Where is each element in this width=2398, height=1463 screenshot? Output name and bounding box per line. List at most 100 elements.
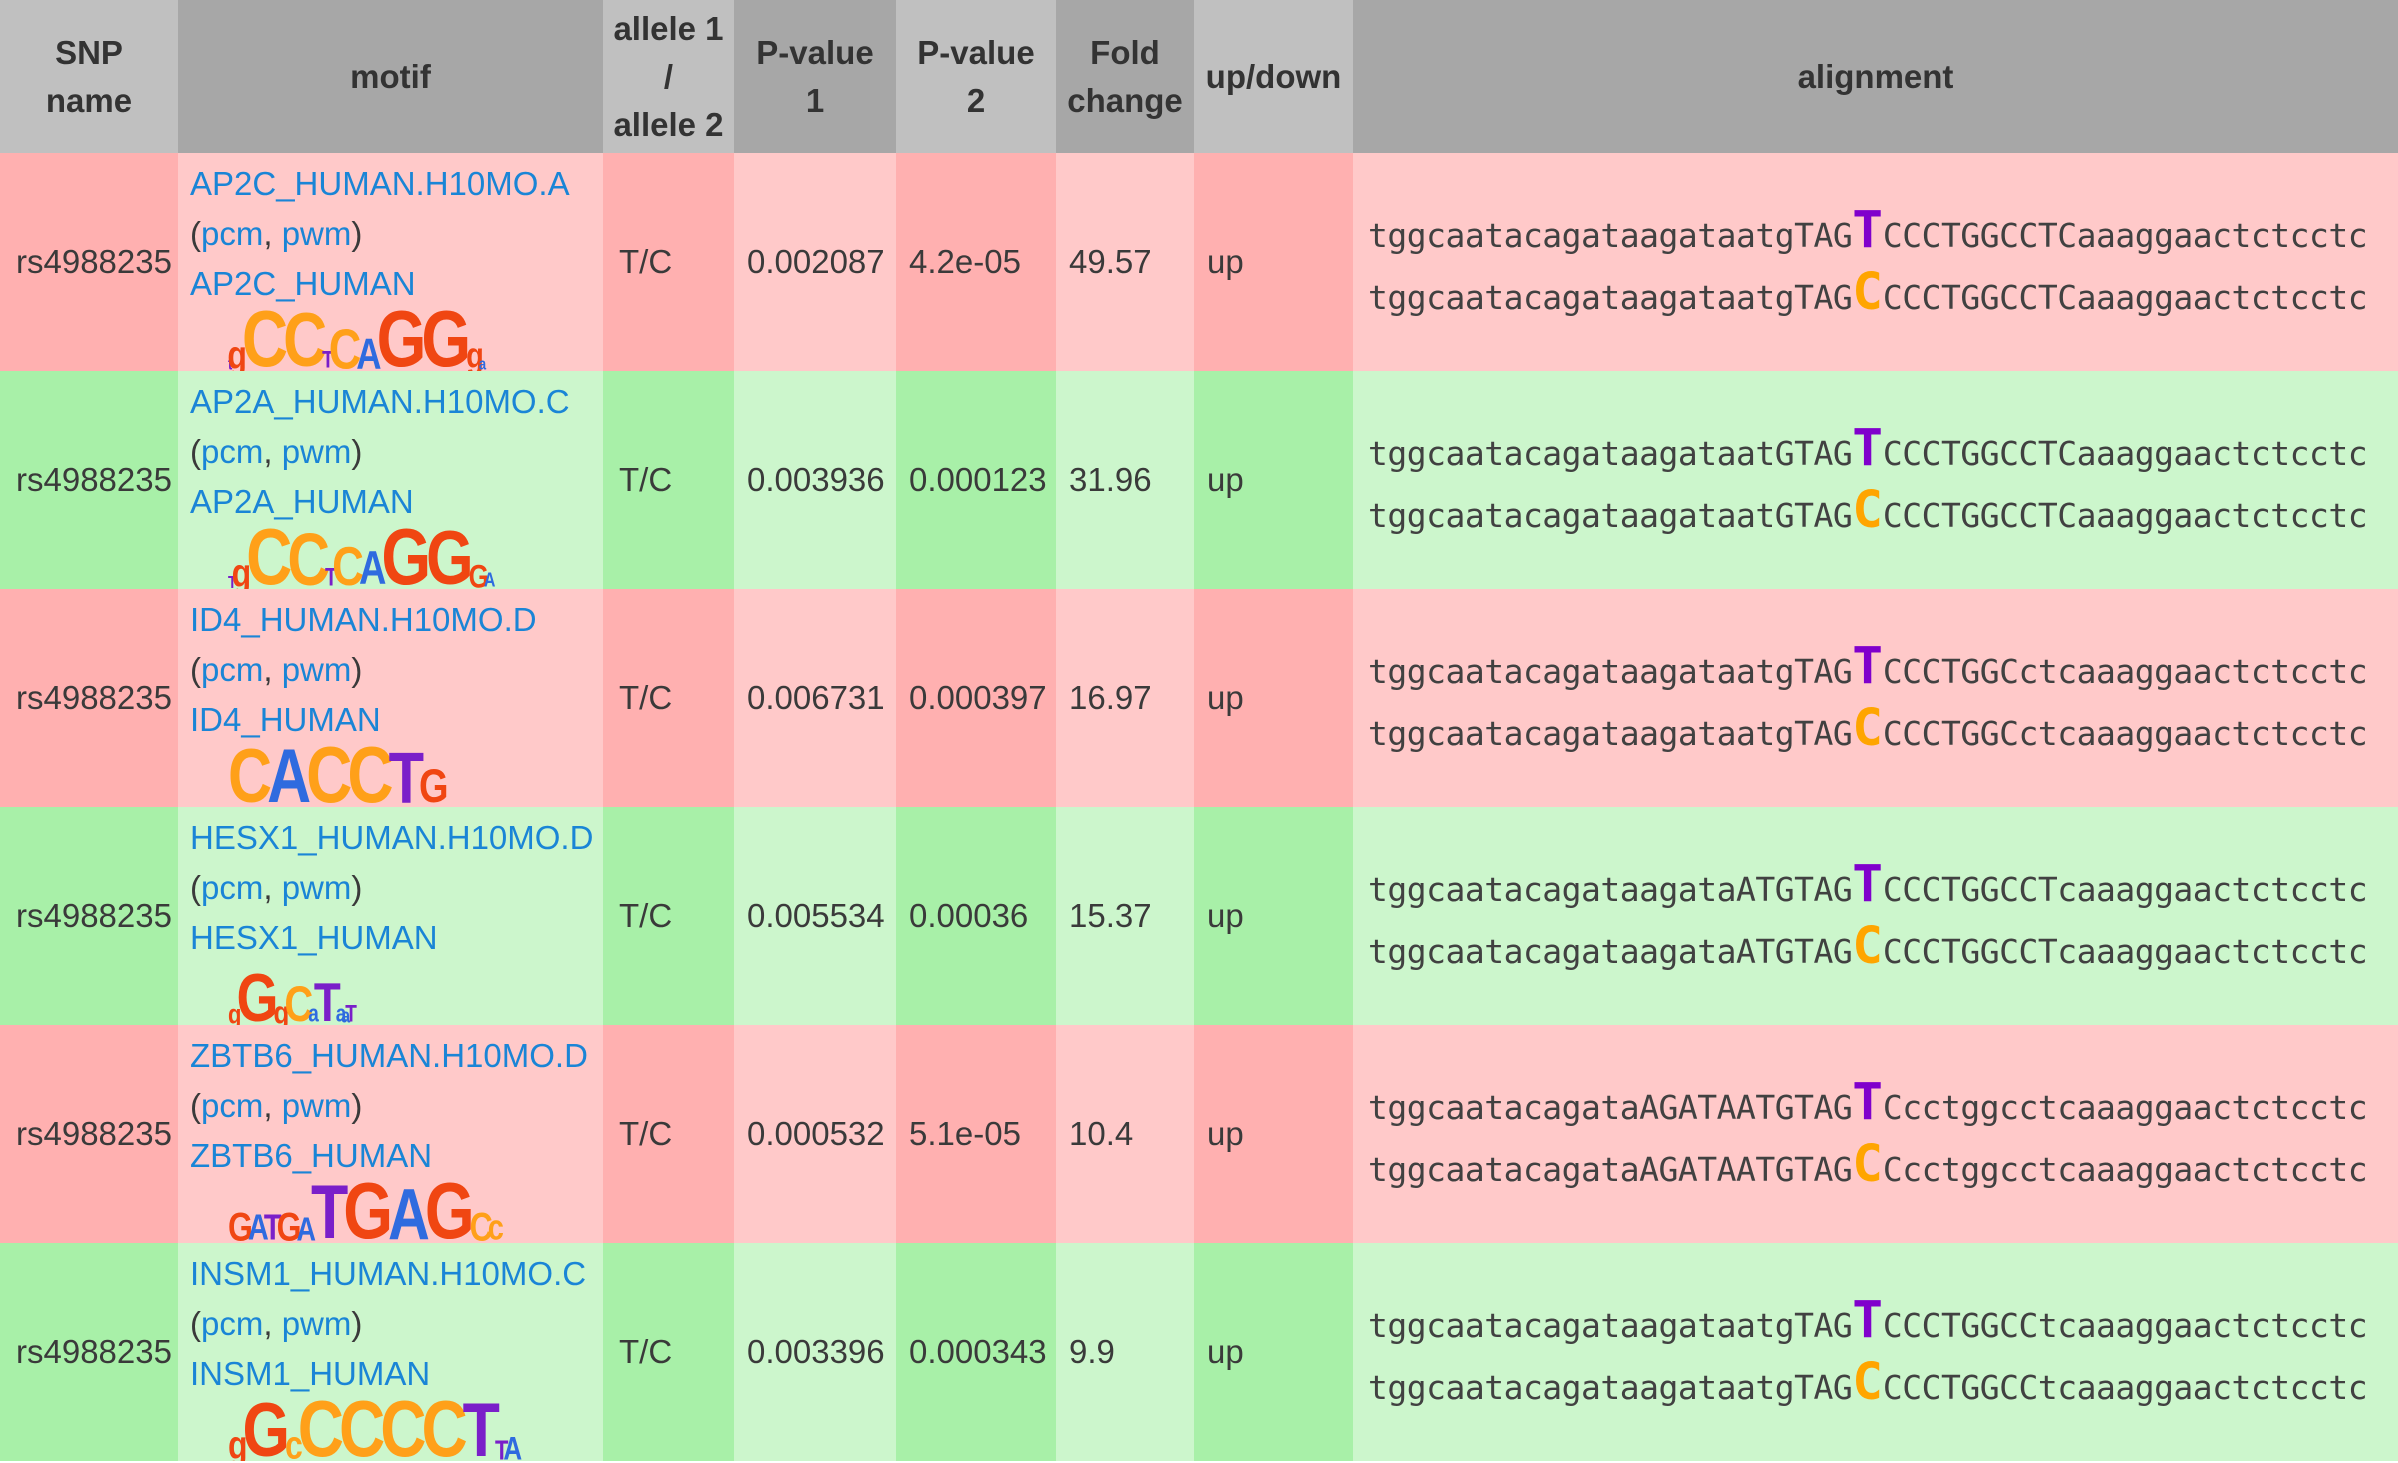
- motif-cell: HESX1_HUMAN.H10MO.D (pcm, pwm) HESX1_HUM…: [178, 807, 603, 1025]
- matrix-links: (pcm, pwm): [190, 651, 363, 688]
- motif-family-link[interactable]: INSM1_HUMAN: [190, 1355, 431, 1392]
- table-header-row: SNP name motif allele 1 / allele 2 P-val…: [0, 0, 2398, 153]
- pcm-link[interactable]: pcm: [201, 1305, 264, 1342]
- table-row: rs4988235 ZBTB6_HUMAN.H10MO.D (pcm, pwm)…: [0, 1025, 2398, 1243]
- motif-family-link[interactable]: AP2C_HUMAN: [190, 265, 416, 302]
- pvalue1-cell: 0.005534: [734, 807, 896, 1025]
- allele-cell: T/C: [603, 807, 734, 1025]
- fold-change-cell: 16.97: [1056, 589, 1194, 807]
- pvalue1-cell: 0.002087: [734, 153, 896, 371]
- alignment-allele1-sequence: tggcaatacagataagataatgTAGTCCCTGGCCtcaaag…: [1368, 1291, 2368, 1350]
- snp-name-cell: rs4988235: [0, 371, 178, 589]
- pcm-link[interactable]: pcm: [201, 1087, 264, 1124]
- header-motif: motif: [178, 0, 603, 153]
- table-row: rs4988235 INSM1_HUMAN.H10MO.C (pcm, pwm)…: [0, 1243, 2398, 1461]
- motif-cell: ID4_HUMAN.H10MO.D (pcm, pwm) ID4_HUMAN C…: [178, 589, 603, 807]
- pwm-link[interactable]: pwm: [281, 215, 352, 252]
- motif-link[interactable]: HESX1_HUMAN.H10MO.D: [190, 819, 594, 856]
- motif-link[interactable]: ID4_HUMAN.H10MO.D: [190, 601, 537, 638]
- snp-name: rs4988235: [16, 243, 172, 280]
- motif-link[interactable]: INSM1_HUMAN.H10MO.C: [190, 1255, 587, 1292]
- pcm-link[interactable]: pcm: [201, 651, 264, 688]
- allele-cell: T/C: [603, 589, 734, 807]
- pwm-link[interactable]: pwm: [281, 1305, 352, 1342]
- direction-cell: up: [1194, 1243, 1353, 1461]
- header-up-down: up/down: [1194, 0, 1353, 153]
- alignment-cell: tggcaatacagataagataatGTAGTCCCTGGCCTCaaag…: [1353, 371, 2398, 589]
- pwm-link[interactable]: pwm: [281, 433, 352, 470]
- allele1-letter: T: [1852, 1073, 1883, 1132]
- motif-family-link[interactable]: ID4_HUMAN: [190, 701, 381, 738]
- alignment-allele1-sequence: tggcaatacagataagataATGTAGTCCCTGGCCTcaaag…: [1368, 855, 2368, 914]
- header-snp-name: SNP name: [0, 0, 178, 153]
- direction-cell: up: [1194, 1025, 1353, 1243]
- motif-cell: ZBTB6_HUMAN.H10MO.D (pcm, pwm) ZBTB6_HUM…: [178, 1025, 603, 1243]
- allele2-letter: C: [1852, 699, 1883, 758]
- pcm-link[interactable]: pcm: [201, 215, 264, 252]
- allele1-letter: T: [1852, 419, 1883, 478]
- pvalue2-cell: 0.00036: [896, 807, 1056, 1025]
- snp-name-cell: rs4988235: [0, 807, 178, 1025]
- matrix-links: (pcm, pwm): [190, 433, 363, 470]
- snp-name: rs4988235: [16, 1333, 172, 1370]
- allele-cell: T/C: [603, 1025, 734, 1243]
- snp-name-cell: rs4988235: [0, 153, 178, 371]
- motif-cell: AP2A_HUMAN.H10MO.C (pcm, pwm) AP2A_HUMAN…: [178, 371, 603, 589]
- matrix-links: (pcm, pwm): [190, 1087, 363, 1124]
- matrix-links: (pcm, pwm): [190, 1305, 363, 1342]
- alignment-cell: tggcaatacagataAGATAATGTAGTCcctggcctcaaag…: [1353, 1025, 2398, 1243]
- snp-name-cell: rs4988235: [0, 589, 178, 807]
- table-row: rs4988235 ID4_HUMAN.H10MO.D (pcm, pwm) I…: [0, 589, 2398, 807]
- motif-family-link[interactable]: ZBTB6_HUMAN: [190, 1137, 433, 1174]
- pcm-link[interactable]: pcm: [201, 869, 264, 906]
- allele1-letter: T: [1852, 637, 1883, 696]
- alignment-cell: tggcaatacagataagataatgTAGTCCCTGGCctcaaag…: [1353, 589, 2398, 807]
- direction-cell: up: [1194, 371, 1353, 589]
- pwm-link[interactable]: pwm: [281, 651, 352, 688]
- snp-name: rs4988235: [16, 1115, 172, 1152]
- header-pvalue-1: P-value 1: [734, 0, 896, 153]
- matrix-links: (pcm, pwm): [190, 869, 363, 906]
- alignment-cell: tggcaatacagataagataatgTAGTCCCTGGCCtcaaag…: [1353, 1243, 2398, 1461]
- pwm-link[interactable]: pwm: [281, 1087, 352, 1124]
- alignment-allele2-sequence: tggcaatacagataagataatgTAGCCCCTGGCCTCaaag…: [1368, 263, 2368, 322]
- pvalue2-cell: 0.000343: [896, 1243, 1056, 1461]
- direction-cell: up: [1194, 153, 1353, 371]
- direction-cell: up: [1194, 589, 1353, 807]
- header-alleles: allele 1 / allele 2: [603, 0, 734, 153]
- motif-link[interactable]: ZBTB6_HUMAN.H10MO.D: [190, 1037, 588, 1074]
- pvalue2-cell: 0.000123: [896, 371, 1056, 589]
- allele1-letter: T: [1852, 201, 1883, 260]
- allele-cell: T/C: [603, 1243, 734, 1461]
- snp-name: rs4988235: [16, 679, 172, 716]
- fold-change-cell: 9.9: [1056, 1243, 1194, 1461]
- allele2-letter: C: [1852, 1135, 1883, 1194]
- header-pvalue-2: P-value 2: [896, 0, 1056, 153]
- fold-change-cell: 15.37: [1056, 807, 1194, 1025]
- motif-family-link[interactable]: HESX1_HUMAN: [190, 919, 438, 956]
- table-row: rs4988235 HESX1_HUMAN.H10MO.D (pcm, pwm)…: [0, 807, 2398, 1025]
- pwm-link[interactable]: pwm: [281, 869, 352, 906]
- alignment-allele2-sequence: tggcaatacagataagataatGTAGCCCCTGGCCTCaaag…: [1368, 481, 2368, 540]
- motif-link[interactable]: AP2C_HUMAN.H10MO.A: [190, 165, 570, 202]
- motif-cell: INSM1_HUMAN.H10MO.C (pcm, pwm) INSM1_HUM…: [178, 1243, 603, 1461]
- allele-cell: T/C: [603, 153, 734, 371]
- fold-change-cell: 31.96: [1056, 371, 1194, 589]
- table-row: rs4988235 AP2C_HUMAN.H10MO.A (pcm, pwm) …: [0, 153, 2398, 371]
- header-fold-change: Fold change: [1056, 0, 1194, 153]
- alignment-allele1-sequence: tggcaatacagataAGATAATGTAGTCcctggcctcaaag…: [1368, 1073, 2368, 1132]
- header-alignment: alignment: [1353, 0, 2398, 153]
- pcm-link[interactable]: pcm: [201, 433, 264, 470]
- motif-link[interactable]: AP2A_HUMAN.H10MO.C: [190, 383, 570, 420]
- allele2-letter: C: [1852, 481, 1883, 540]
- alignment-cell: tggcaatacagataagataatgTAGTCCCTGGCCTCaaag…: [1353, 153, 2398, 371]
- alignment-allele1-sequence: tggcaatacagataagataatgTAGTCCCTGGCctcaaag…: [1368, 637, 2368, 696]
- motif-cell: AP2C_HUMAN.H10MO.A (pcm, pwm) AP2C_HUMAN…: [178, 153, 603, 371]
- pvalue2-cell: 4.2e-05: [896, 153, 1056, 371]
- motif-family-link[interactable]: AP2A_HUMAN: [190, 483, 414, 520]
